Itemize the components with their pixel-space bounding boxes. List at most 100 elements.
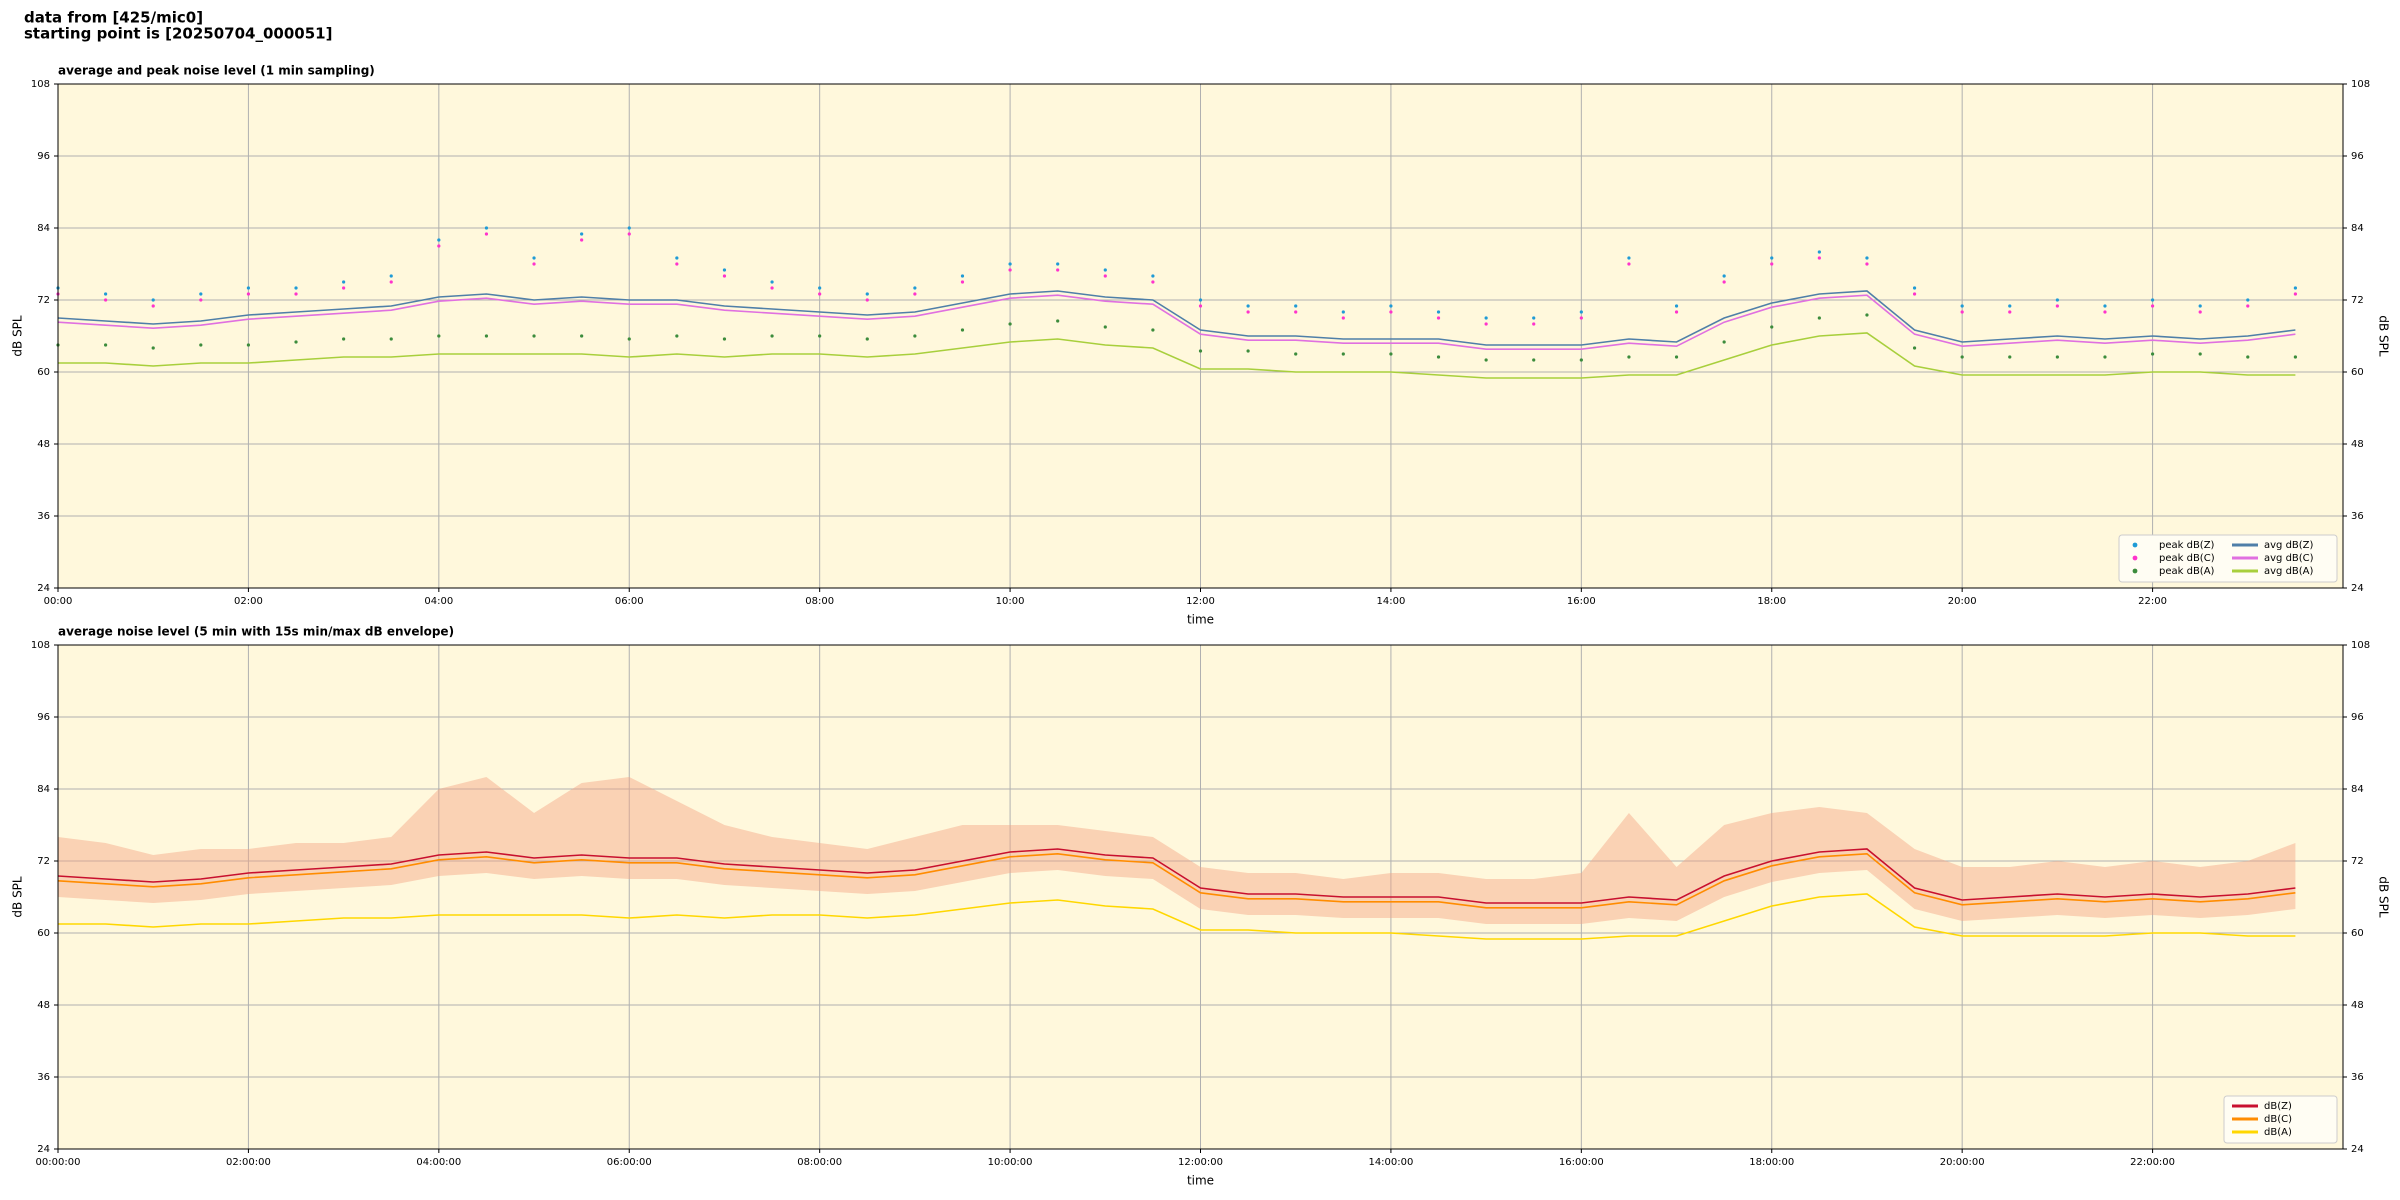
peak-point: [1151, 328, 1155, 332]
legend-label: peak dB(A): [2159, 566, 2215, 577]
peak-point: [2293, 286, 2297, 290]
peak-point: [1484, 322, 1488, 326]
y2-tick-label: 24: [2351, 583, 2364, 594]
peak-point: [1341, 316, 1345, 320]
legend-label: avg dB(A): [2264, 566, 2314, 577]
x-tick-label: 18:00:00: [1749, 1157, 1794, 1168]
y2-axis-label: dB SPL: [2377, 315, 2391, 357]
y2-tick-label: 72: [2351, 856, 2364, 867]
y-tick-label: 72: [37, 295, 50, 306]
legend-marker: [2132, 555, 2138, 561]
peak-point: [1579, 358, 1583, 362]
peak-point: [1674, 355, 1679, 359]
peak-point: [342, 280, 346, 284]
y2-tick-label: 96: [2351, 712, 2364, 723]
peak-point: [675, 262, 679, 266]
y2-tick-label: 48: [2351, 439, 2364, 450]
y2-tick-label: 108: [2351, 640, 2370, 651]
peak-point: [1817, 250, 1821, 254]
peak-point: [818, 286, 822, 290]
x-tick-label: 12:00:00: [1178, 1157, 1223, 1168]
peak-point: [294, 286, 298, 290]
peak-point: [1389, 304, 1393, 308]
peak-point: [580, 238, 584, 242]
x-axis-label: time: [1187, 613, 1214, 627]
peak-point: [1865, 262, 1869, 266]
peak-point: [2055, 298, 2059, 302]
peak-point: [2293, 292, 2297, 296]
peak-point: [1579, 310, 1583, 314]
peak-point: [1674, 304, 1679, 308]
legend-label: dB(Z): [2264, 1101, 2292, 1112]
y-tick-label: 36: [37, 1072, 50, 1083]
peak-point: [151, 346, 155, 350]
header-line: data from [425/mic0]: [24, 9, 203, 27]
y-axis-label: dB SPL: [11, 876, 25, 918]
peak-point: [818, 334, 822, 338]
peak-point: [627, 337, 631, 341]
legend-label: dB(C): [2264, 1114, 2292, 1125]
peak-point: [2008, 310, 2012, 314]
peak-point: [1294, 304, 1298, 308]
peak-point: [2150, 304, 2155, 308]
peak-point: [1770, 262, 1774, 266]
peak-point: [484, 232, 489, 236]
x-tick-label: 06:00:00: [607, 1157, 652, 1168]
peak-point: [1960, 304, 1964, 308]
x-axis-label: time: [1187, 1174, 1214, 1188]
peak-point: [1103, 268, 1107, 272]
x-tick-label: 18:00: [1757, 596, 1786, 607]
peak-point: [1198, 304, 1203, 308]
series-line: [57, 848, 2296, 904]
peak-point: [1674, 310, 1679, 314]
peak-point: [1960, 310, 1964, 314]
peak-point: [770, 286, 774, 290]
peak-point: [1722, 274, 1726, 278]
peak-point: [1627, 262, 1631, 266]
peak-point: [1817, 316, 1821, 320]
peak-point: [960, 280, 965, 284]
legend-label: dB(A): [2264, 1127, 2292, 1138]
peak-point: [1912, 346, 1917, 350]
peak-point: [1246, 304, 1250, 308]
peak-point: [818, 292, 822, 296]
legend-box: [2118, 534, 2338, 583]
peak-point: [580, 334, 584, 338]
peak-point: [389, 274, 393, 278]
peak-point: [1579, 316, 1583, 320]
peak-point: [1865, 313, 1869, 317]
peak-point: [199, 298, 203, 302]
peak-point: [1389, 352, 1393, 356]
x-tick-label: 08:00: [805, 596, 834, 607]
chart-title: average noise level (5 min with 15s min/…: [58, 625, 454, 639]
peak-point: [2246, 304, 2250, 308]
y2-tick-label: 24: [2351, 1144, 2364, 1155]
peak-point: [2008, 304, 2012, 308]
peak-point: [2008, 355, 2012, 359]
x-tick-label: 04:00:00: [416, 1157, 461, 1168]
chart-title: average and peak noise level (1 min samp…: [58, 64, 375, 78]
peak-point: [1008, 268, 1012, 272]
peak-point: [1198, 298, 1203, 302]
x-tick-label: 02:00:00: [226, 1157, 271, 1168]
peak-point: [1198, 349, 1203, 353]
peak-point: [770, 280, 774, 284]
peak-point: [246, 292, 251, 296]
peak-point: [675, 334, 679, 338]
peak-point: [913, 292, 917, 296]
peak-point: [389, 337, 393, 341]
x-tick-label: 14:00:00: [1368, 1157, 1413, 1168]
peak-point: [960, 328, 965, 332]
peak-point: [1770, 325, 1774, 329]
y-tick-label: 84: [37, 223, 50, 234]
series-line: [58, 893, 2296, 940]
peak-point: [1056, 262, 1060, 266]
y-tick-label: 48: [37, 1000, 50, 1011]
peak-point: [532, 334, 536, 338]
peak-point: [437, 244, 441, 248]
y-tick-label: 24: [37, 583, 50, 594]
peak-point: [1246, 349, 1250, 353]
peak-point: [2198, 304, 2202, 308]
peak-point: [1103, 325, 1107, 329]
peak-point: [1817, 256, 1821, 260]
